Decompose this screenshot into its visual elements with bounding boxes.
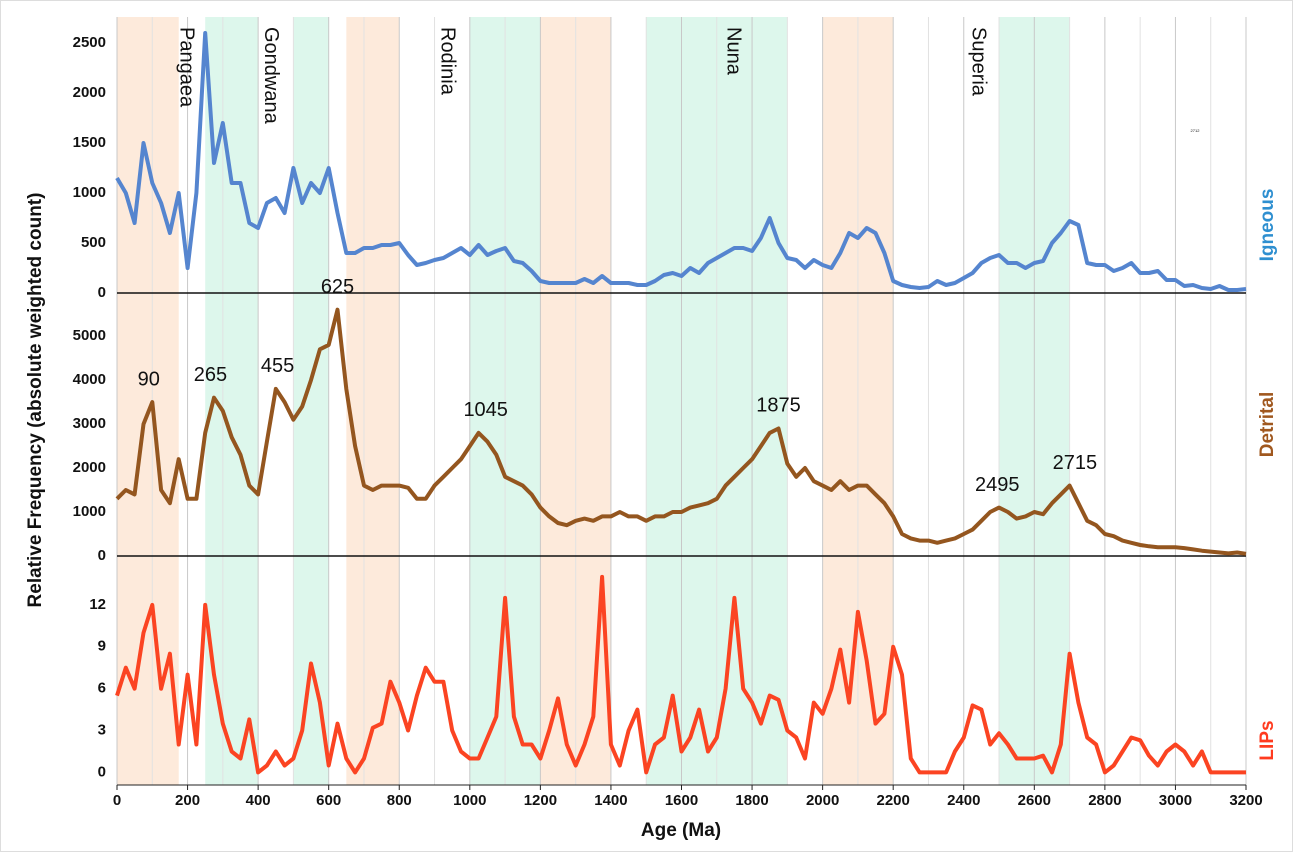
y-tick-label: 3 [98,722,106,739]
x-axis-title: Age (Ma) [641,820,721,841]
y-tick-label: 4000 [73,371,106,388]
x-tick-label: 800 [387,792,412,809]
y-axis-title: Relative Frequency (absolute weighted co… [25,193,46,608]
y-tick-label: 6 [98,680,106,697]
series-name: Igneous [1257,189,1278,262]
x-tick-label: 2200 [877,792,910,809]
x-tick-label: 1000 [453,792,486,809]
y-tick-label: 3000 [73,415,106,432]
peak-label: 265 [194,364,227,386]
foreground: 0 200 400 600 800 1000 1200 1400 1600 1800 2000 220… [73,27,1278,809]
x-tick-label: 2600 [1018,792,1051,809]
y-tick-label: 1000 [73,184,106,201]
x-tick-label: 2800 [1088,792,1121,809]
series-line [115,574,1246,775]
supercontinent-label: Superia [968,27,990,97]
x-tick-label: 200 [175,792,200,809]
band [293,17,329,785]
band [346,17,400,785]
x-tick-label: 2400 [947,792,980,809]
note: 2712 [1191,128,1201,133]
x-tick-label: 600 [316,792,341,809]
y-tick-label: 12 [89,596,106,613]
y-tick-label: 0 [98,547,106,564]
supercontinent-label: Nuna [722,27,744,76]
supercontinent-label: Gondwana [260,27,282,125]
x-tick-label: 1200 [524,792,557,809]
peak-label: 2715 [1053,452,1098,474]
x-tick-label: 1600 [665,792,698,809]
x-tick-label: 400 [246,792,271,809]
peak-label: 1045 [463,399,508,421]
y-tick-label: 2500 [73,34,106,51]
x-tick-label: 3200 [1229,792,1262,809]
x-tick-label: 1800 [735,792,768,809]
peak-label: 455 [261,355,294,377]
background [116,17,1247,785]
peak-label: 90 [138,368,160,390]
y-tick-label: 1500 [73,134,106,151]
y-tick-label: 5000 [73,327,106,344]
x-tick-label: 0 [113,792,121,809]
supercontinent-label: Rodinia [437,27,459,96]
series-line [115,307,1247,556]
y-tick-label: 2000 [73,459,106,476]
y-tick-label: 0 [98,284,106,301]
y-tick-label: 1000 [73,503,106,520]
y-tick-label: 9 [98,638,106,655]
series-line [115,31,1247,292]
x-tick-label: 2000 [806,792,839,809]
y-tick-label: 0 [98,763,106,780]
series-name: LIPs [1257,720,1278,760]
series-name: Detrital [1257,392,1278,457]
peak-label: 625 [321,276,354,298]
peak-label: 1875 [756,395,801,417]
x-tick-label: 1400 [594,792,627,809]
peak-label: 2495 [975,474,1020,496]
supercontinent-label: Pangaea [176,27,198,108]
x-tick-label: 3000 [1159,792,1192,809]
y-tick-label: 2000 [73,84,106,101]
y-tick-label: 500 [81,234,106,251]
